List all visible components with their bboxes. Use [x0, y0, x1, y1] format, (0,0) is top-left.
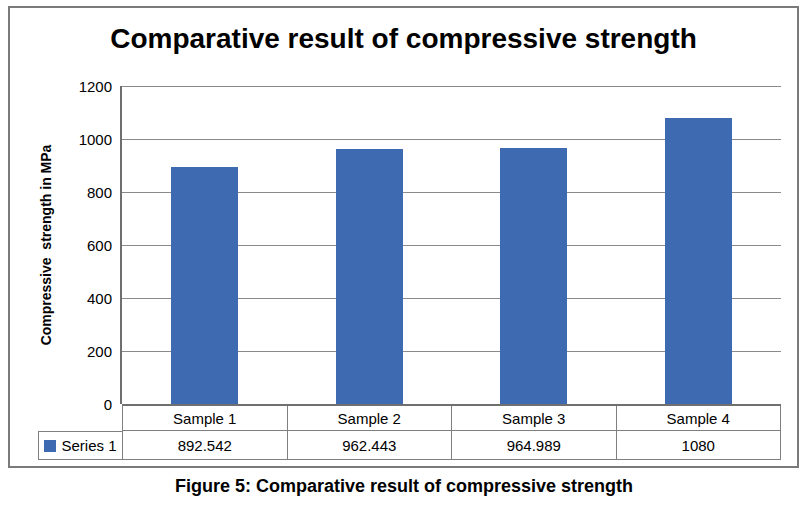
bar-sample-1	[171, 167, 238, 404]
figure-caption: Figure 5: Comparative result of compress…	[0, 476, 808, 497]
y-axis-tick-label: 200	[87, 343, 112, 360]
y-axis-tick-label: 1200	[79, 78, 112, 95]
category-cell-sample-1: Sample 1	[123, 406, 288, 430]
y-axis-tick-label: 0	[104, 396, 112, 413]
page: Comparative result of compressive streng…	[0, 0, 808, 510]
value-cell-sample-2: 962.443	[288, 431, 453, 459]
y-axis-tick-label: 800	[87, 184, 112, 201]
plot-area	[122, 86, 781, 404]
chart-title: Comparative result of compressive streng…	[8, 23, 799, 55]
value-cell-sample-1: 892.542	[123, 431, 288, 459]
category-row: Sample 1Sample 2Sample 3Sample 4	[122, 404, 781, 431]
legend-label: Series 1	[61, 437, 116, 454]
category-cell-sample-2: Sample 2	[288, 406, 453, 430]
value-cell-sample-4: 1080	[617, 431, 782, 459]
value-cell-sample-3: 964.989	[452, 431, 617, 459]
y-axis-tick-labels: 120010008006004002000	[0, 86, 112, 404]
y-axis-tick-label: 1000	[79, 131, 112, 148]
category-cell-sample-4: Sample 4	[617, 406, 782, 430]
legend-cell: Series 1	[38, 431, 123, 460]
bar-sample-2	[336, 149, 403, 404]
bar-sample-3	[500, 148, 567, 404]
value-row: 892.542962.443964.9891080	[122, 431, 781, 460]
y-axis-tick-label: 400	[87, 290, 112, 307]
category-cell-sample-3: Sample 3	[452, 406, 617, 430]
bar-sample-4	[665, 118, 732, 404]
y-axis-tick-label: 600	[87, 237, 112, 254]
gridline	[122, 86, 781, 87]
series-color-swatch-icon	[44, 440, 56, 452]
